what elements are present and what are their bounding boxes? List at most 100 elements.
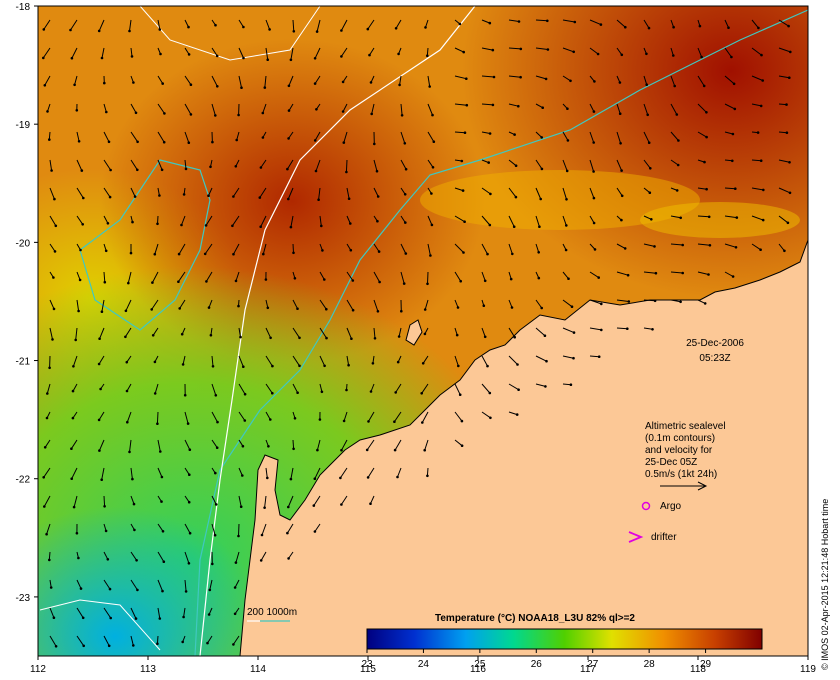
velocity-vector-tip: [97, 418, 101, 422]
velocity-vector-tip: [187, 141, 191, 144]
velocity-vector: [562, 131, 569, 141]
velocity-vector-tip: [98, 337, 101, 341]
velocity-vector-tip: [565, 198, 568, 201]
velocity-vector: [156, 411, 159, 424]
velocity-vector: [508, 187, 517, 198]
velocity-vector-tip: [132, 81, 135, 84]
velocity-vector: [103, 159, 112, 171]
velocity-vector-tip: [597, 276, 600, 279]
velocity-vector-tip: [156, 422, 159, 426]
velocity-vector-tip: [462, 50, 466, 54]
velocity-vector-tip: [242, 56, 245, 60]
velocity-vector: [340, 47, 348, 57]
velocity-vector: [454, 103, 467, 106]
velocity-vector-tip: [292, 30, 296, 33]
velocity-vector-tip: [618, 81, 622, 84]
velocity-vector: [562, 383, 571, 386]
velocity-vector-tip: [572, 356, 575, 360]
velocity-vector-tip: [298, 336, 301, 340]
velocity-vector-tip: [511, 252, 514, 256]
velocity-vector-tip: [783, 249, 786, 253]
velocity-vector: [454, 299, 459, 308]
velocity-vector: [184, 75, 192, 85]
velocity-vector: [130, 159, 138, 171]
velocity-vector-tip: [188, 473, 191, 477]
velocity-vector: [373, 159, 378, 172]
velocity-vector: [643, 299, 656, 302]
velocity-vector-tip: [651, 328, 654, 331]
velocity-vector-tip: [153, 252, 157, 256]
velocity-vector: [130, 495, 135, 505]
velocity-vector-tip: [215, 54, 219, 58]
velocity-vector: [346, 327, 352, 339]
velocity-vector: [589, 355, 600, 358]
velocity-vector-tip: [596, 52, 600, 56]
velocity-vector-tip: [77, 309, 80, 313]
velocity-vector: [346, 187, 350, 199]
velocity-vector: [43, 467, 51, 478]
velocity-vector-tip: [234, 561, 238, 564]
velocity-vector-tip: [261, 111, 265, 115]
colorbar-tick-label: 28: [644, 659, 656, 670]
velocity-vector-tip: [160, 475, 164, 479]
velocity-vector: [157, 215, 159, 224]
velocity-vector-tip: [340, 55, 343, 58]
velocity-vector: [235, 271, 240, 282]
velocity-vector-tip: [181, 640, 184, 644]
velocity-vector: [314, 523, 321, 532]
velocity-vector-tip: [700, 55, 703, 59]
velocity-vector: [400, 271, 405, 284]
velocity-vector: [562, 19, 575, 23]
velocity-vector: [427, 159, 434, 168]
velocity-vector: [76, 271, 81, 281]
velocity-vector-tip: [369, 390, 373, 393]
velocity-vector-tip: [203, 252, 207, 256]
velocity-vector-tip: [208, 588, 212, 592]
velocity-vector-tip: [206, 641, 209, 645]
velocity-vector-tip: [370, 112, 374, 116]
velocity-vector-tip: [734, 246, 738, 249]
velocity-vector: [508, 159, 517, 167]
velocity-vector-tip: [572, 50, 575, 54]
velocity-vector: [261, 523, 267, 536]
velocity-vector-tip: [109, 616, 112, 620]
velocity-vector: [76, 187, 84, 199]
velocity-vector-tip: [232, 252, 235, 256]
velocity-vector: [589, 131, 595, 143]
velocity-vector-tip: [231, 224, 234, 228]
velocity-vector-tip: [430, 223, 434, 227]
velocity-vector: [205, 271, 213, 282]
time-label: 05:23Z: [699, 353, 730, 364]
velocity-vector-tip: [313, 477, 317, 481]
velocity-vector-tip: [151, 334, 155, 337]
velocity-vector-tip: [653, 245, 656, 248]
velocity-vector-tip: [233, 612, 237, 616]
velocity-vector: [292, 327, 300, 339]
velocity-vector-tip: [188, 448, 192, 452]
velocity-vector-tip: [136, 168, 139, 172]
velocity-vector-tip: [423, 448, 427, 452]
velocity-vector-tip: [184, 590, 188, 593]
velocity-vector: [481, 327, 486, 337]
velocity-vector-tip: [403, 142, 407, 145]
velocity-vector: [616, 299, 629, 302]
velocity-vector: [315, 159, 321, 172]
velocity-vector-tip: [432, 140, 436, 143]
velocity-vector-tip: [150, 308, 153, 311]
velocity-vector: [399, 75, 402, 85]
velocity-vector-tip: [517, 388, 520, 392]
velocity-vector-tip: [109, 168, 112, 172]
velocity-vector-tip: [489, 416, 492, 420]
velocity-vector: [481, 411, 491, 419]
legend-line-3: and velocity for: [645, 445, 713, 456]
velocity-vector: [670, 299, 681, 303]
velocity-vector-tip: [421, 421, 424, 424]
velocity-vector: [184, 131, 190, 143]
velocity-vector: [151, 299, 159, 310]
velocity-vector: [130, 607, 137, 619]
velocity-vector-tip: [97, 362, 101, 366]
velocity-vector: [751, 187, 764, 191]
velocity-vector: [562, 355, 574, 359]
velocity-vector-tip: [130, 55, 134, 58]
velocity-vector: [340, 495, 348, 505]
